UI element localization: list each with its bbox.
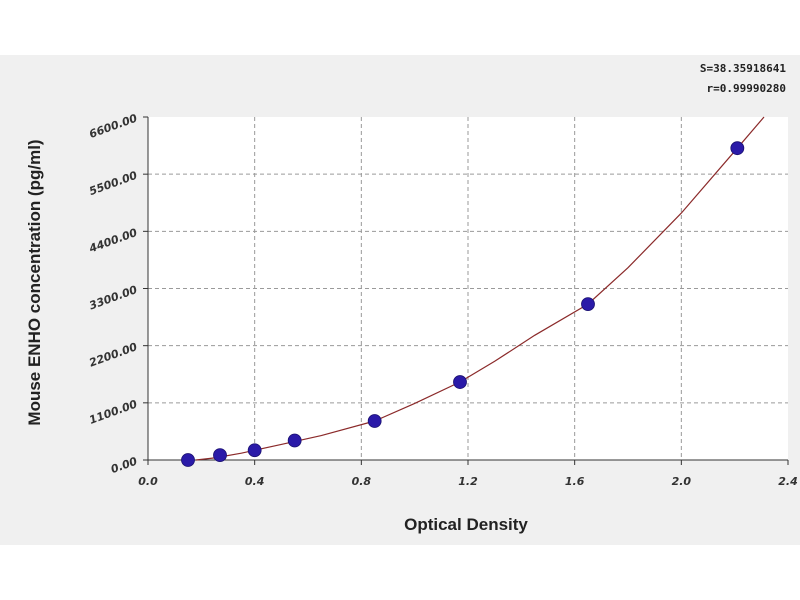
x-tick-label: 0.4 [245, 475, 265, 488]
x-tick-label: 2.4 [778, 475, 798, 488]
y-axis-title: Mouse ENHO concentration (pg/ml) [25, 139, 44, 425]
x-tick-label: 0.8 [352, 475, 372, 488]
grid-lines [148, 117, 788, 460]
data-markers [181, 141, 745, 467]
x-tick-label: 0.0 [138, 475, 158, 488]
data-point [287, 433, 302, 448]
x-tick-label: 1.6 [565, 475, 585, 488]
y-tick-label: 6600.00 [87, 111, 139, 140]
y-tick-label: 0.00 [109, 454, 139, 476]
y-axis-ticks: 0.00 1100.00 2200.00 3300.00 4400.00 5500.00 6… [87, 111, 140, 476]
stat-s-value: S=38.35918641 [700, 62, 786, 75]
y-tick-label: 3300.00 [87, 283, 139, 312]
chart-svg: 0.0 0.4 0.8 1.2 1.6 2.0 2.4 0.00 1100.00 2200.00… [25, 62, 798, 534]
stat-r-value: r=0.99990280 [707, 82, 786, 95]
data-point [247, 443, 262, 458]
chart-figure: 0.0 0.4 0.8 1.2 1.6 2.0 2.4 0.00 1100.00 2200.00… [0, 55, 800, 545]
y-tick-label: 5500.00 [87, 169, 139, 198]
data-point [730, 141, 745, 156]
data-point [181, 453, 195, 467]
x-axis-ticks: 0.0 0.4 0.8 1.2 1.6 2.0 2.4 [138, 475, 798, 488]
x-tick-label: 2.0 [672, 475, 692, 488]
y-tick-label: 4400.00 [87, 226, 140, 256]
data-point [453, 375, 467, 389]
x-axis-title: Optical Density [404, 515, 528, 534]
data-point [581, 297, 595, 311]
data-point [367, 414, 382, 428]
x-tick-label: 1.2 [458, 475, 478, 488]
axes [143, 116, 789, 465]
y-tick-label: 2200.00 [87, 340, 139, 369]
y-tick-label: 1100.00 [87, 397, 139, 426]
data-point [213, 448, 227, 463]
